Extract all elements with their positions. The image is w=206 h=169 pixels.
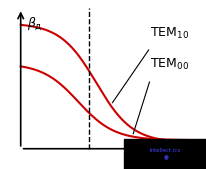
- Text: TEM$_{10}$: TEM$_{10}$: [150, 26, 188, 41]
- FancyBboxPatch shape: [124, 139, 206, 169]
- Text: Intellect.ics
◉: Intellect.ics ◉: [149, 148, 180, 159]
- Text: $\beta_{\rm д}$: $\beta_{\rm д}$: [27, 15, 42, 32]
- Text: TEM$_{00}$: TEM$_{00}$: [150, 57, 188, 73]
